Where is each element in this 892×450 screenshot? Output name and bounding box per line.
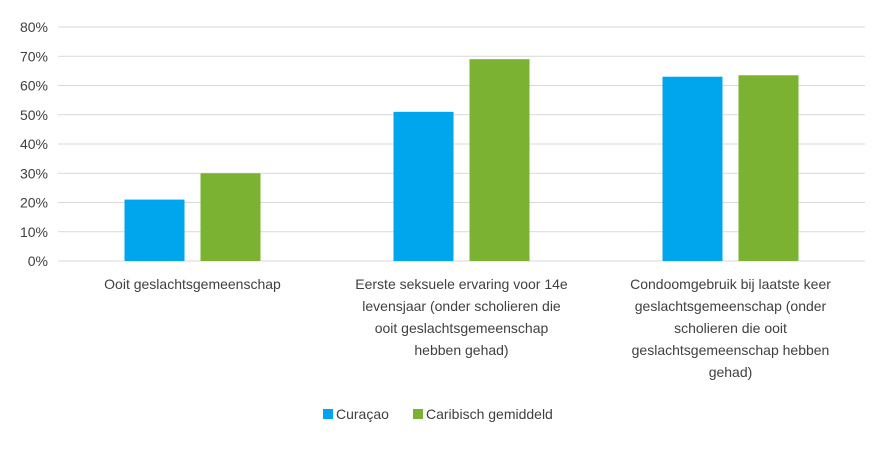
bar-series0-cat1	[393, 111, 454, 261]
legend-label-1: Caribisch gemiddeld	[426, 406, 553, 422]
y-tick-label-10: 10%	[20, 224, 48, 240]
x-category-label-2-line-3: geslachtsgemeenschap hebben	[632, 342, 830, 358]
x-category-label-1-line-1: levensjaar (onder scholieren die	[362, 298, 561, 314]
y-tick-label-80: 80%	[20, 19, 48, 35]
legend-swatch-0	[323, 409, 333, 419]
y-tick-label-0: 0%	[28, 253, 48, 269]
x-category-label-2-line-0: Condoomgebruik bij laatste keer	[630, 276, 831, 292]
x-category-label-0-line-0: Ooit geslachtsgemeenschap	[104, 276, 281, 292]
x-category-label-2-line-4: gehad)	[709, 364, 753, 380]
y-tick-label-50: 50%	[20, 107, 48, 123]
y-tick-label-20: 20%	[20, 195, 48, 211]
x-category-label-1-line-2: ooit geslachtsgemeenschap	[375, 320, 549, 336]
x-category-label-2-line-1: geslachtsgemeenschap (onder	[635, 298, 827, 314]
bar-series1-cat2	[738, 75, 799, 261]
bar-series0-cat2	[662, 76, 723, 261]
y-tick-label-40: 40%	[20, 136, 48, 152]
bar-series0-cat0	[124, 199, 185, 261]
x-category-label-1-line-0: Eerste seksuele ervaring voor 14e	[355, 276, 568, 292]
y-tick-label-30: 30%	[20, 165, 48, 181]
y-tick-label-60: 60%	[20, 78, 48, 94]
x-category-label-2-line-2: scholieren die ooit	[674, 320, 787, 336]
x-category-label-1-line-3: hebben gehad)	[414, 342, 508, 358]
legend-swatch-1	[413, 409, 423, 419]
bar-series1-cat0	[200, 173, 261, 261]
y-tick-label-70: 70%	[20, 48, 48, 64]
bar-series1-cat1	[469, 59, 530, 261]
legend-label-0: Curaçao	[336, 406, 389, 422]
